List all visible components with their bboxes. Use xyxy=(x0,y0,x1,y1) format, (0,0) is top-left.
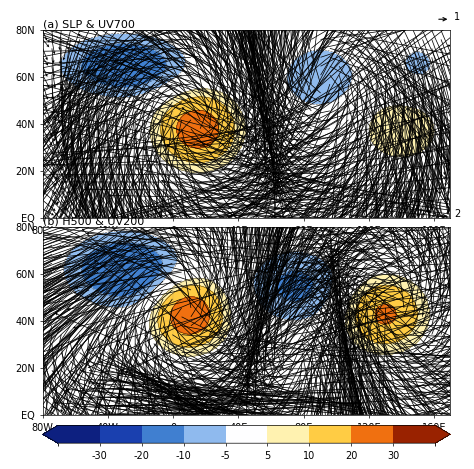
Text: (b) H500 & UV200: (b) H500 & UV200 xyxy=(43,217,144,227)
Text: 1: 1 xyxy=(455,12,461,22)
PathPatch shape xyxy=(435,425,450,443)
PathPatch shape xyxy=(43,425,58,443)
Text: (a) SLP & UV700: (a) SLP & UV700 xyxy=(43,20,135,30)
Text: 2: 2 xyxy=(455,209,461,219)
